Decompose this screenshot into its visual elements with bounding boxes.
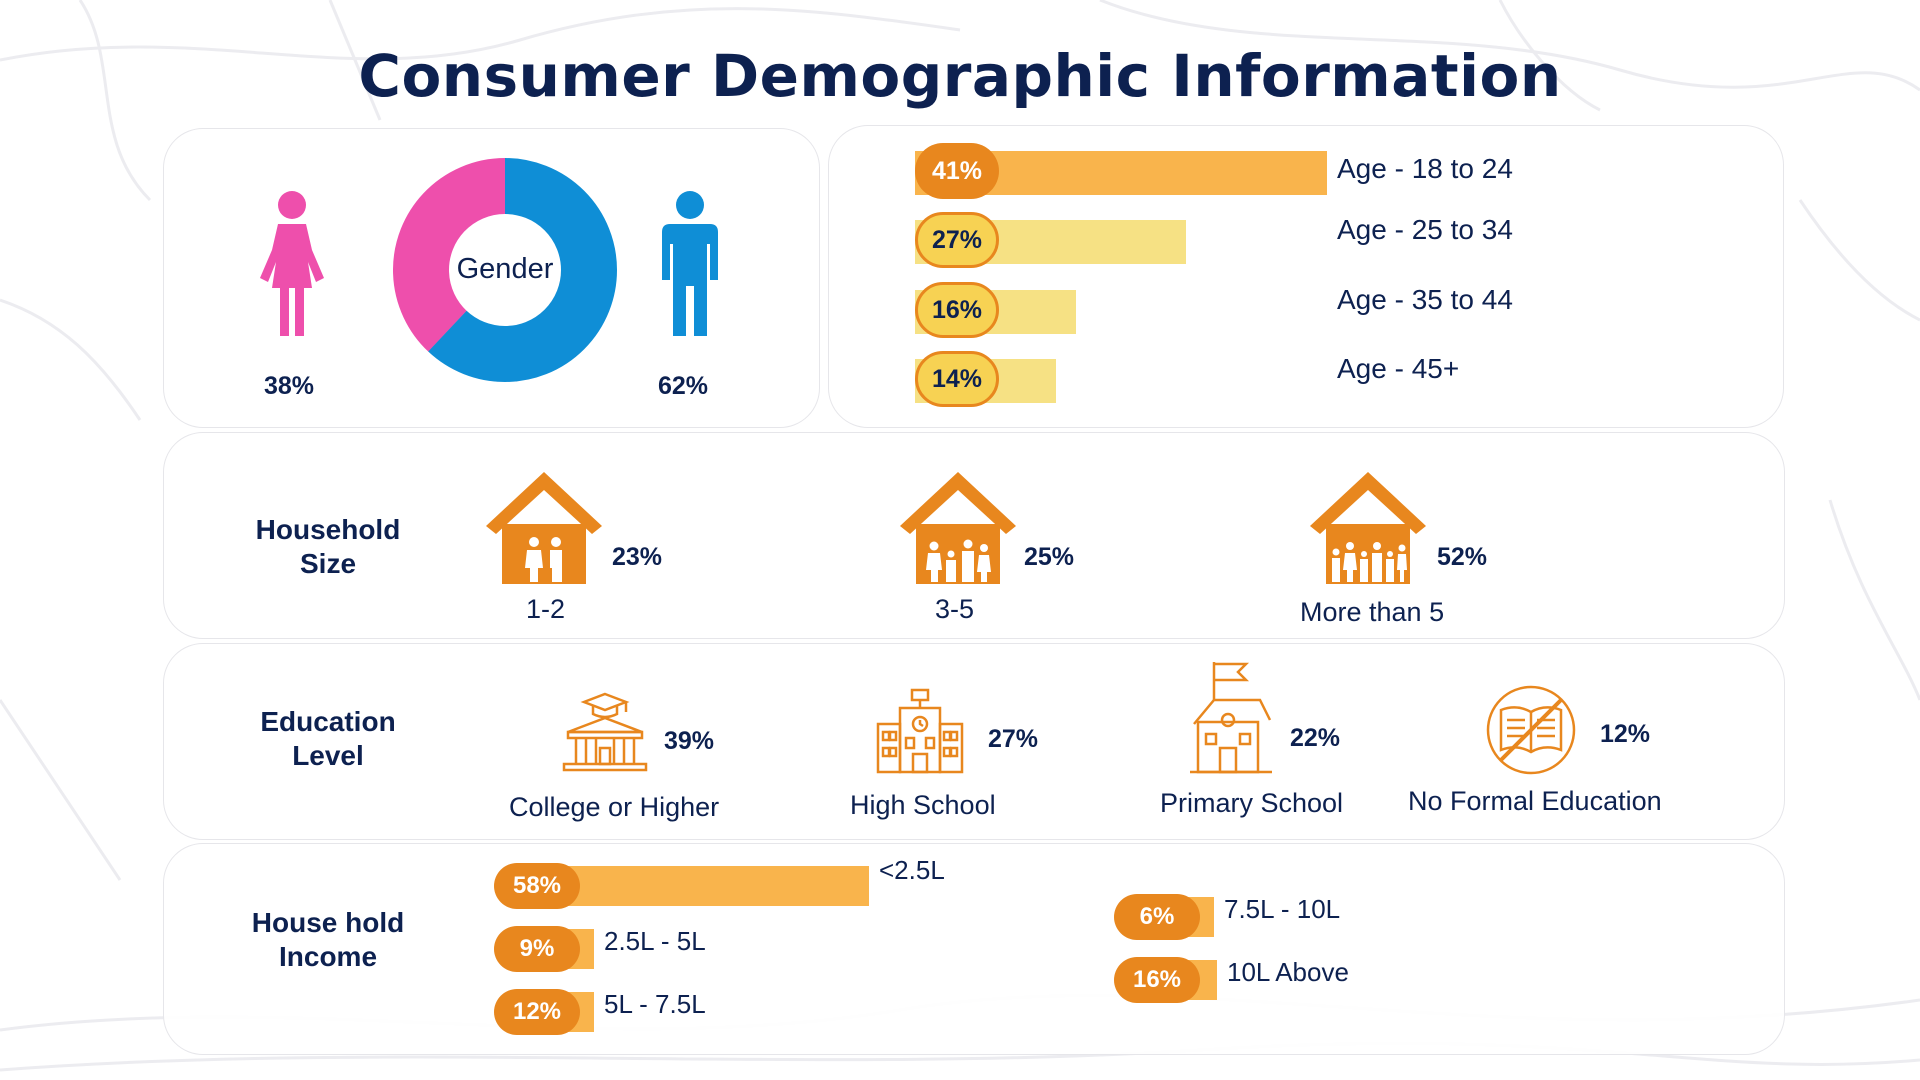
income-row: 16% 10L Above <box>1114 957 1634 1003</box>
education-1-pct: 39% <box>664 727 715 755</box>
education-section-label: Education Level <box>218 705 438 773</box>
age-row: 41% Age - 18 to 24 <box>915 143 1615 199</box>
education-label-line2: Level <box>292 740 364 771</box>
age-percent-badge: 27% <box>915 212 999 268</box>
age-row: 16% Age - 35 to 44 <box>915 282 1615 338</box>
gender-donut <box>393 158 617 382</box>
household-label-line2: Size <box>299 548 357 579</box>
high-school-icon <box>876 688 964 774</box>
income-percent-badge: 16% <box>1114 957 1200 1003</box>
house-two-people-icon <box>486 472 602 584</box>
income-section-label: House hold Income <box>218 906 438 974</box>
age-percent-badge: 14% <box>915 351 999 407</box>
male-slice <box>393 158 617 382</box>
income-label: <2.5L <box>879 855 945 885</box>
house-family-icon <box>900 472 1016 584</box>
household-1-label: 1-2 <box>526 594 566 624</box>
college-icon <box>562 692 648 772</box>
education-4-pct: 12% <box>1600 720 1651 748</box>
income-label: 10L Above <box>1227 957 1349 987</box>
income-label-line1: House hold <box>251 907 405 938</box>
household-2-pct: 25% <box>1024 543 1075 571</box>
man-icon <box>662 191 718 336</box>
income-percent-badge: 6% <box>1114 894 1200 940</box>
age-label: Age - 35 to 44 <box>1337 284 1513 315</box>
income-percent-badge: 58% <box>494 863 580 909</box>
age-percent-badge: 41% <box>915 143 999 199</box>
education-3-label: Primary School <box>1160 788 1344 818</box>
household-section-label: Household Size <box>218 513 438 581</box>
male-percent: 62% <box>658 372 709 400</box>
income-bar <box>534 866 869 906</box>
income-row: 58% <2.5L <box>494 855 1014 909</box>
education-2-pct: 27% <box>988 725 1039 753</box>
age-percent-badge: 16% <box>915 282 999 338</box>
income-label-line2: Income <box>278 941 378 972</box>
primary-school-icon <box>1190 662 1272 774</box>
education-3-pct: 22% <box>1290 724 1341 752</box>
age-label: Age - 18 to 24 <box>1337 153 1513 184</box>
household-1-pct: 23% <box>612 543 663 571</box>
age-row: 14% Age - 45+ <box>915 351 1615 407</box>
woman-icon <box>260 191 324 336</box>
age-label: Age - 25 to 34 <box>1337 214 1513 245</box>
income-row: 6% 7.5L - 10L <box>1114 894 1634 940</box>
no-book-icon <box>1486 685 1576 775</box>
income-panel <box>163 843 1785 1055</box>
education-2-label: High School <box>850 790 996 820</box>
household-3-label: More than 5 <box>1300 597 1445 627</box>
household-label-line1: Household <box>255 514 401 545</box>
page-title: Consumer Demographic Information <box>358 42 1562 110</box>
gender-center-label: Gender <box>456 253 554 285</box>
education-panel <box>163 643 1785 840</box>
house-large-family-icon <box>1310 472 1426 584</box>
income-percent-badge: 9% <box>494 926 580 972</box>
income-percent-badge: 12% <box>494 989 580 1035</box>
household-3-pct: 52% <box>1437 543 1488 571</box>
income-row: 9% 2.5L - 5L <box>494 926 1014 972</box>
female-percent: 38% <box>264 372 315 400</box>
education-1-label: College or Higher <box>509 792 720 822</box>
income-label: 7.5L - 10L <box>1224 894 1341 924</box>
income-label: 5L - 7.5L <box>604 989 706 1019</box>
education-label-line1: Education <box>260 706 396 737</box>
household-2-label: 3-5 <box>935 594 975 624</box>
age-row: 27% Age - 25 to 34 <box>915 212 1615 268</box>
income-label: 2.5L - 5L <box>604 926 706 956</box>
education-4-label: No Formal Education <box>1408 786 1662 816</box>
age-label: Age - 45+ <box>1337 353 1460 384</box>
income-row: 12% 5L - 7.5L <box>494 989 1014 1035</box>
